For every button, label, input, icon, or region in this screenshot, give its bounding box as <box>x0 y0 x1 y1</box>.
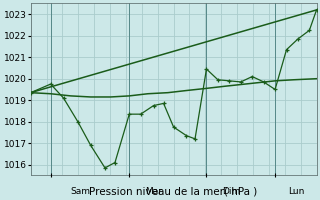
Text: Lun: Lun <box>288 187 304 196</box>
Text: Dim: Dim <box>222 187 240 196</box>
Text: Mar: Mar <box>145 187 162 196</box>
X-axis label: Pression niveau de la mer( hPa ): Pression niveau de la mer( hPa ) <box>90 187 258 197</box>
Text: Sam: Sam <box>71 187 91 196</box>
